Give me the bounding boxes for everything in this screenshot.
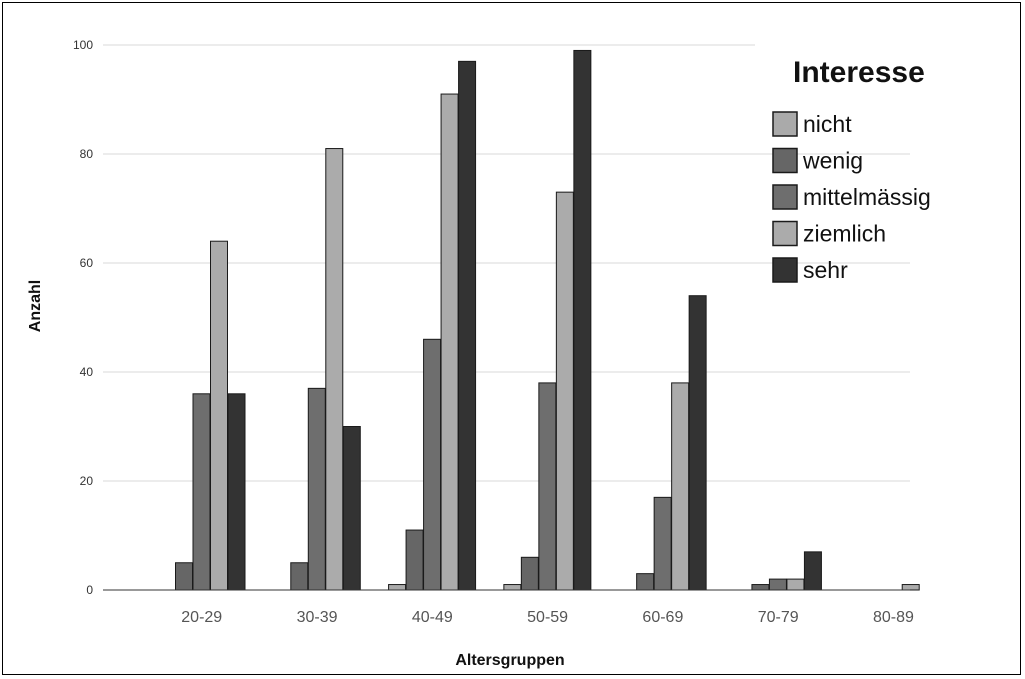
bar (901, 584, 920, 591)
bar (307, 387, 326, 591)
bar (786, 578, 805, 591)
bar (636, 573, 655, 591)
bar (388, 584, 407, 591)
bar (671, 382, 690, 591)
bars (175, 49, 920, 591)
bar (210, 240, 228, 591)
y-tick-label: 20 (80, 474, 94, 488)
bar (520, 556, 539, 591)
y-tick-label: 80 (80, 147, 94, 161)
bar (751, 584, 770, 591)
bar (573, 49, 592, 591)
legend-swatch (772, 184, 798, 210)
legend-swatch (772, 147, 798, 174)
bar (538, 382, 557, 591)
bar (803, 551, 822, 591)
bar (440, 93, 459, 591)
bar (175, 562, 193, 591)
x-tick-label: 60-69 (642, 609, 683, 626)
bar (192, 393, 211, 591)
x-tick-label: 70-79 (758, 609, 799, 626)
bar (227, 393, 246, 591)
legend: Interesse nicht wenig mittelmässig ziemlich… (772, 56, 931, 283)
legend-swatch (772, 111, 798, 137)
bar (423, 338, 442, 591)
legend-label: mittelmässig (803, 184, 931, 210)
legend-label: nicht (803, 111, 852, 137)
x-tick-label: 80-89 (873, 609, 914, 626)
x-tick-label: 40-49 (412, 609, 453, 626)
bar (768, 578, 787, 591)
y-axis-title: Anzahl (27, 280, 44, 332)
bar (555, 191, 574, 591)
legend-swatch (772, 220, 798, 247)
bar (405, 529, 424, 591)
legend-swatch (772, 257, 798, 283)
bar (342, 426, 361, 591)
legend-label: wenig (802, 148, 863, 174)
x-tick-label: 30-39 (297, 609, 338, 626)
legend-label: sehr (803, 257, 848, 283)
bar (458, 60, 477, 591)
axes: 0 20 40 60 80 100 20-29 30-39 40-49 50-59 60-69 70-… (73, 38, 914, 626)
bar (688, 295, 707, 591)
x-tick-label: 20-29 (181, 609, 222, 626)
legend-title: Interesse (793, 56, 925, 89)
y-tick-label: 60 (80, 256, 94, 270)
bar (653, 496, 672, 591)
x-tick-label: 50-59 (527, 609, 568, 626)
bar (503, 584, 522, 591)
bar (290, 562, 309, 591)
bar (325, 148, 344, 591)
legend-label: ziemlich (803, 221, 886, 247)
y-tick-label: 0 (86, 583, 93, 597)
y-tick-label: 100 (73, 38, 93, 52)
x-axis-title: Altersgruppen (455, 652, 564, 669)
y-tick-label: 40 (80, 365, 94, 379)
